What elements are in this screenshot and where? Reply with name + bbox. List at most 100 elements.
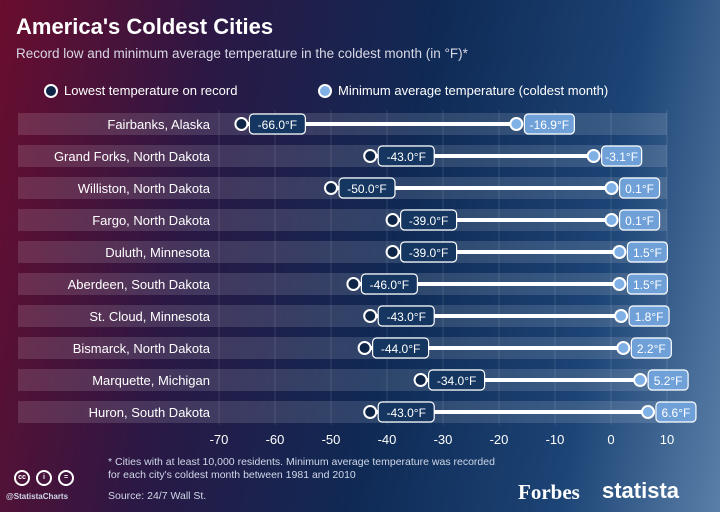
chart-title: America's Coldest Cities	[16, 14, 274, 39]
avg-point	[604, 213, 619, 227]
low-data-label: -46.0°F	[370, 278, 409, 292]
low-data-label: -43.0°F	[386, 310, 425, 324]
x-tick-label: 10	[660, 432, 674, 447]
low-data-label: -39.0°F	[409, 214, 448, 228]
avg-point	[633, 373, 648, 387]
row-band	[18, 305, 667, 327]
avg-data-label: 1.5°F	[633, 278, 662, 292]
low-point	[357, 341, 372, 355]
low-label-box	[377, 305, 435, 327]
avg-label-box	[655, 401, 697, 423]
avg-data-label: -16.9°F	[530, 118, 569, 132]
low-data-label: -66.0°F	[258, 118, 297, 132]
avg-point	[509, 117, 524, 131]
avg-label-box	[618, 209, 661, 231]
low-label-box	[428, 369, 486, 391]
low-point	[385, 245, 400, 259]
avg-data-label: 6.6°F	[662, 406, 691, 420]
legend-item-low: Lowest temperature on record	[44, 83, 237, 98]
avg-point	[612, 245, 627, 259]
avg-point	[586, 149, 601, 163]
low-label-box	[338, 177, 396, 199]
no-derivatives-icon: =	[58, 470, 74, 486]
avg-data-label: 2.2°F	[637, 342, 666, 356]
row-band	[18, 209, 667, 231]
avg-label-box	[523, 113, 575, 135]
legend-label: Lowest temperature on record	[64, 83, 238, 98]
x-tick-label: -60	[266, 432, 285, 447]
avg-data-label: -3.1°F	[605, 150, 638, 164]
row-band	[18, 369, 667, 391]
avg-data-label: 1.8°F	[635, 310, 664, 324]
category-label: Fairbanks, Alaska	[107, 117, 210, 132]
avg-label-box	[601, 145, 643, 167]
chart-subtitle: Record low and minimum average temperatu…	[16, 46, 468, 61]
avg-data-label: 0.1°F	[625, 214, 654, 228]
cc-license-icon: cc	[14, 470, 30, 486]
low-label-box	[360, 273, 418, 295]
avg-point	[614, 309, 629, 323]
low-point	[363, 149, 378, 163]
category-label: Huron, South Dakota	[89, 405, 211, 420]
avg-data-label: 5.2°F	[654, 374, 683, 388]
low-label-box	[372, 337, 430, 359]
low-point	[363, 405, 378, 419]
category-label: Bismarck, North Dakota	[73, 341, 211, 356]
legend-item-avg: Minimum average temperature (coldest mon…	[318, 83, 608, 98]
avg-point	[604, 181, 619, 195]
legend-label: Minimum average temperature (coldest mon…	[338, 83, 609, 98]
low-point	[385, 213, 400, 227]
row-band	[18, 337, 667, 359]
row-band	[18, 273, 667, 295]
low-point	[346, 277, 361, 291]
avg-point	[640, 405, 655, 419]
avg-label-box	[618, 177, 661, 199]
footnote: * Cities with at least 10,000 residents.…	[108, 456, 495, 481]
category-label: Aberdeen, South Dakota	[68, 277, 211, 292]
category-label: Fargo, North Dakota	[92, 213, 211, 228]
x-tick-label: -10	[546, 432, 565, 447]
low-data-label: -39.0°F	[409, 246, 448, 260]
avg-label-box	[626, 241, 669, 263]
avg-label-box	[647, 369, 689, 391]
low-label-box	[400, 209, 458, 231]
x-tick-label: -50	[322, 432, 341, 447]
category-label: Marquette, Michigan	[92, 373, 210, 388]
statista-handle: @StatistaCharts	[6, 492, 69, 501]
legend-dot-icon	[318, 83, 332, 98]
low-label-box	[248, 113, 306, 135]
avg-data-label: 0.1°F	[625, 182, 654, 196]
low-label-box	[377, 401, 435, 423]
category-label: Grand Forks, North Dakota	[54, 149, 211, 164]
row-band	[18, 145, 667, 167]
row-band	[18, 241, 667, 263]
avg-label-box	[630, 337, 672, 359]
low-point	[324, 181, 338, 195]
source: Source: 24/7 Wall St.	[108, 490, 207, 502]
low-data-label: -50.0°F	[347, 182, 386, 196]
low-label-box	[400, 241, 458, 263]
legend-dot-icon	[44, 83, 58, 98]
category-label: Duluth, Minnesota	[105, 245, 211, 260]
x-tick-label: 0	[607, 432, 614, 447]
attribution-icon: i	[36, 470, 52, 486]
statista-logo: statista	[602, 478, 680, 503]
avg-point	[616, 341, 631, 355]
low-point	[413, 373, 428, 387]
category-label: Williston, North Dakota	[78, 181, 211, 196]
low-data-label: -43.0°F	[386, 406, 425, 420]
x-tick-label: -70	[210, 432, 229, 447]
low-point	[363, 309, 378, 323]
low-data-label: -44.0°F	[381, 342, 420, 356]
low-point	[234, 117, 249, 131]
category-label: St. Cloud, Minnesota	[89, 309, 210, 324]
avg-label-box	[626, 273, 669, 295]
low-data-label: -43.0°F	[386, 150, 425, 164]
low-label-box	[377, 145, 435, 167]
x-tick-label: -30	[434, 432, 453, 447]
row-band	[18, 401, 667, 423]
forbes-logo: Forbes	[518, 480, 580, 504]
avg-data-label: 1.5°F	[633, 246, 662, 260]
x-tick-label: -20	[490, 432, 509, 447]
